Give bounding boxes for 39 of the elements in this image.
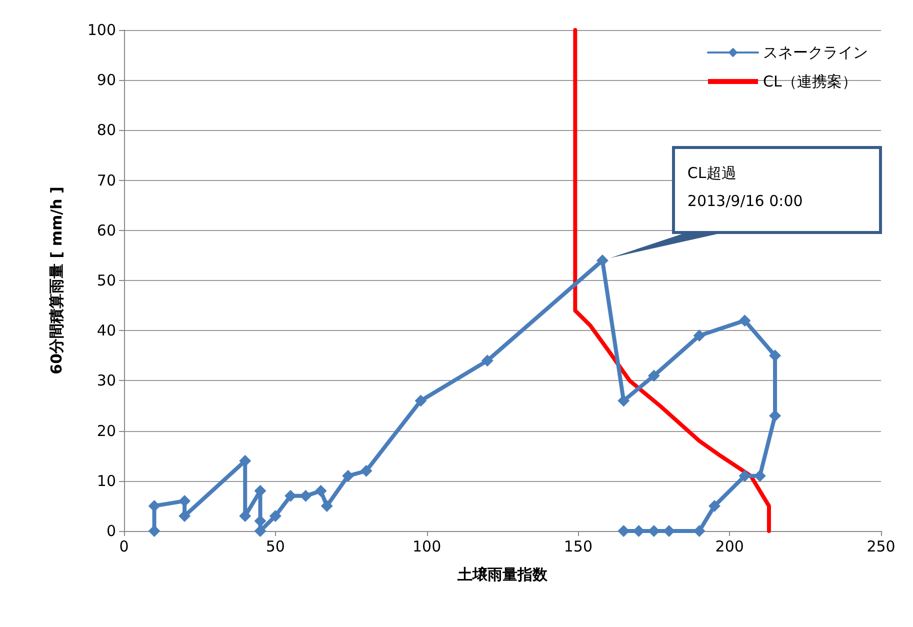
point <box>481 354 494 367</box>
point <box>178 494 191 507</box>
point <box>254 525 266 537</box>
point <box>648 370 660 382</box>
y-tick-label: 50 <box>96 272 116 290</box>
point <box>269 510 282 522</box>
y-tick-label: 0 <box>106 522 116 540</box>
y-tick-label: 40 <box>96 322 116 340</box>
x-axis-title: 土壌雨量指数 <box>456 566 548 584</box>
point <box>693 330 706 342</box>
point <box>148 525 160 537</box>
y-tick-label: 10 <box>96 472 116 490</box>
y-tick-label: 30 <box>96 372 116 390</box>
point <box>314 484 327 497</box>
y-tick-label: 60 <box>96 221 116 240</box>
point <box>148 500 160 512</box>
x-tick-label: 250 <box>866 538 896 556</box>
legend-label: スネークライン <box>763 44 868 62</box>
y-tick-label: 20 <box>96 422 116 440</box>
point <box>360 464 372 477</box>
point <box>618 394 630 407</box>
y-tick-label: 100 <box>87 21 116 39</box>
y-tick-label: 70 <box>96 171 116 190</box>
point <box>414 394 427 407</box>
x-tick-label: 200 <box>715 538 744 556</box>
y-tick-label: 90 <box>96 71 116 90</box>
legend-label: CL（連携案） <box>763 72 857 90</box>
callout-box: CL超過 2013/9/16 0:00 <box>672 146 882 234</box>
point <box>738 314 751 327</box>
x-tick-label: 100 <box>412 538 442 556</box>
point <box>320 500 333 512</box>
x-tick-label: 150 <box>564 538 593 556</box>
y-axis-title: 60分間積算雨量 [ mm/h ] <box>48 186 66 374</box>
point <box>596 254 608 266</box>
point <box>708 500 720 512</box>
point <box>342 470 354 482</box>
x-tick-label: 50 <box>266 538 285 556</box>
x-tick-label: 0 <box>119 538 129 556</box>
y-tick-label: 80 <box>96 121 116 140</box>
